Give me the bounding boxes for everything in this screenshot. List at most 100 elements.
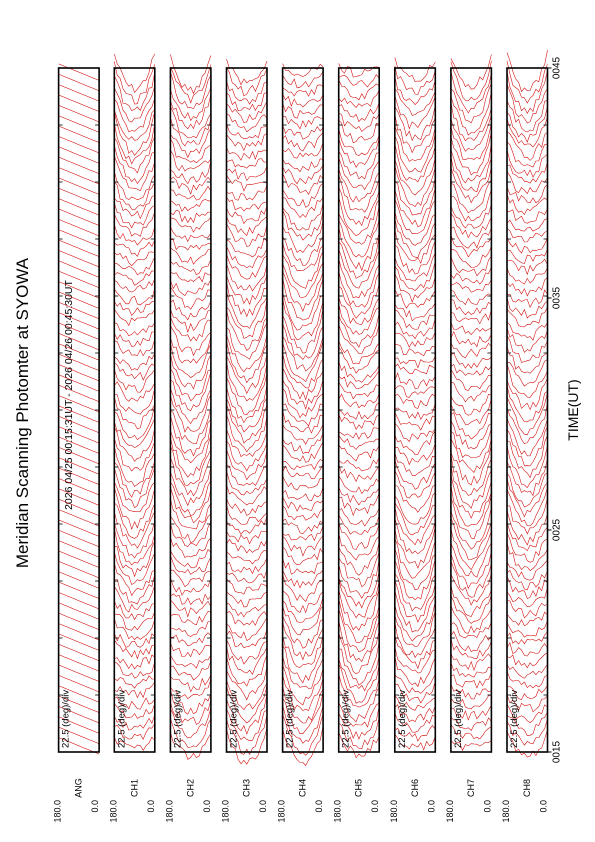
- trace-line: [58, 602, 100, 620]
- trace-line: [506, 642, 548, 657]
- trace-line: [338, 552, 380, 588]
- trace-line: [170, 71, 212, 110]
- trace-line: [450, 694, 492, 710]
- trace-line: [282, 621, 324, 661]
- trace-line: [114, 278, 156, 293]
- trace-line: [506, 426, 548, 467]
- trace-line: [114, 144, 155, 185]
- trace-line: [114, 573, 156, 605]
- trace-line: [506, 228, 548, 243]
- trace-line: [170, 718, 212, 748]
- trace-line: [226, 361, 268, 402]
- trace-line: [282, 574, 324, 602]
- trace-line: [282, 276, 324, 321]
- trace-line: [58, 322, 100, 340]
- trace-line: [114, 239, 156, 257]
- trace-line: [506, 670, 548, 689]
- trace-line: [338, 402, 380, 420]
- trace-line: [450, 256, 492, 277]
- trace-line: [170, 309, 211, 334]
- trace-line: [394, 385, 436, 398]
- trace-line: [394, 430, 436, 455]
- trace-line: [450, 464, 492, 509]
- trace-line: [282, 165, 324, 185]
- trace-line: [114, 136, 156, 174]
- trace-line: [114, 460, 156, 498]
- trace-line: [170, 407, 212, 444]
- trace-line: [170, 106, 212, 139]
- panel-channel-label: CH5: [354, 779, 364, 797]
- trace-line: [282, 158, 324, 173]
- trace-line: [506, 532, 548, 563]
- trace-line: [114, 85, 156, 123]
- panel-y-top-label: 180.0: [389, 800, 399, 823]
- trace-line: [282, 132, 324, 152]
- trace-line: [394, 491, 436, 525]
- trace-line: [170, 521, 212, 547]
- trace-line: [338, 248, 380, 289]
- trace-line: [506, 116, 548, 148]
- trace-line: [170, 239, 211, 251]
- trace-line: [170, 549, 212, 569]
- trace-line: [170, 577, 212, 596]
- trace-line: [506, 487, 548, 527]
- trace-line: [338, 630, 380, 675]
- trace-line: [282, 725, 324, 766]
- trace-line: [282, 379, 324, 410]
- trace-line: [170, 654, 212, 669]
- trace-line: [506, 184, 548, 204]
- trace-line: [170, 699, 212, 725]
- trace-line: [226, 617, 268, 642]
- trace-line: [226, 414, 268, 453]
- trace-line: [506, 248, 548, 265]
- trace-line: [338, 641, 380, 686]
- trace-line: [114, 123, 156, 165]
- trace-line: [58, 312, 100, 330]
- trace-line: [338, 463, 380, 483]
- panel-ch3: 22.5 (deg)/div CH3 180.0 0.0: [221, 58, 268, 823]
- trace-line: [114, 723, 156, 740]
- trace-line: [170, 286, 211, 310]
- trace-line: [282, 590, 324, 614]
- trace-line: [114, 681, 156, 699]
- trace-line: [226, 275, 268, 305]
- trace-line: [226, 403, 268, 444]
- trace-line: [338, 205, 380, 245]
- trace-line: [394, 712, 436, 733]
- trace-line: [282, 298, 324, 341]
- trace-line: [114, 736, 156, 751]
- trace-line: [226, 538, 268, 554]
- trace-line: [506, 60, 548, 104]
- trace-line: [58, 436, 100, 454]
- trace-line: [394, 393, 436, 409]
- trace-line: [58, 105, 100, 123]
- trace-line: [226, 591, 268, 608]
- trace-line: [338, 588, 380, 631]
- trace-line: [58, 498, 100, 516]
- trace-line: [394, 273, 436, 303]
- trace-line: [338, 196, 380, 237]
- trace-line: [450, 115, 492, 152]
- trace-line: [170, 456, 212, 497]
- trace-line: [114, 71, 156, 111]
- trace-line: [282, 270, 324, 312]
- trace-line: [338, 296, 380, 325]
- trace-line: [450, 393, 492, 416]
- trace-line: [394, 459, 436, 490]
- trace-line: [58, 643, 100, 662]
- trace-line: [226, 685, 268, 724]
- trace-line: [338, 370, 380, 389]
- trace-line: [506, 472, 548, 508]
- panel-ch1: 22.5 (deg)/div CH1 180.0 0.0: [108, 53, 156, 823]
- trace-line: [282, 262, 324, 298]
- trace-line: [450, 506, 492, 550]
- trace-line: [338, 102, 380, 123]
- trace-line: [114, 301, 155, 316]
- trace-line: [282, 691, 324, 734]
- trace-line: [58, 167, 100, 185]
- trace-line: [58, 187, 100, 206]
- trace-line: [394, 105, 436, 142]
- trace-line: [338, 493, 380, 517]
- trace-line: [338, 312, 380, 348]
- panel-ch6: 22.5 (deg)/div CH6 180.0 0.0: [389, 57, 436, 823]
